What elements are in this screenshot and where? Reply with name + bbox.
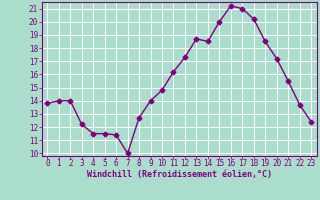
X-axis label: Windchill (Refroidissement éolien,°C): Windchill (Refroidissement éolien,°C) <box>87 170 272 179</box>
